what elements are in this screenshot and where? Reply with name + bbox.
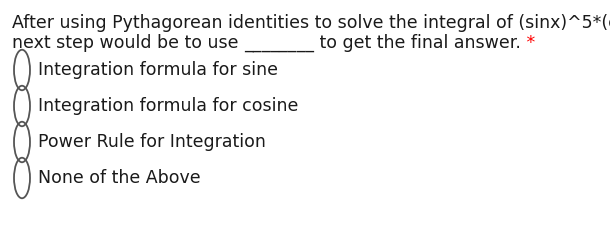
Text: None of the Above: None of the Above bbox=[38, 169, 201, 187]
Text: next step would be to use: next step would be to use bbox=[12, 34, 244, 52]
Text: to get the final answer.: to get the final answer. bbox=[314, 34, 521, 52]
Text: Integration formula for cosine: Integration formula for cosine bbox=[38, 97, 298, 115]
Text: After using Pythagorean identities to solve the integral of (sinx)^5*(cosx)^5, t: After using Pythagorean identities to so… bbox=[12, 14, 610, 32]
Text: ________: ________ bbox=[244, 34, 314, 52]
Text: *: * bbox=[521, 34, 535, 52]
Text: Integration formula for sine: Integration formula for sine bbox=[38, 61, 278, 79]
Text: Power Rule for Integration: Power Rule for Integration bbox=[38, 133, 266, 151]
